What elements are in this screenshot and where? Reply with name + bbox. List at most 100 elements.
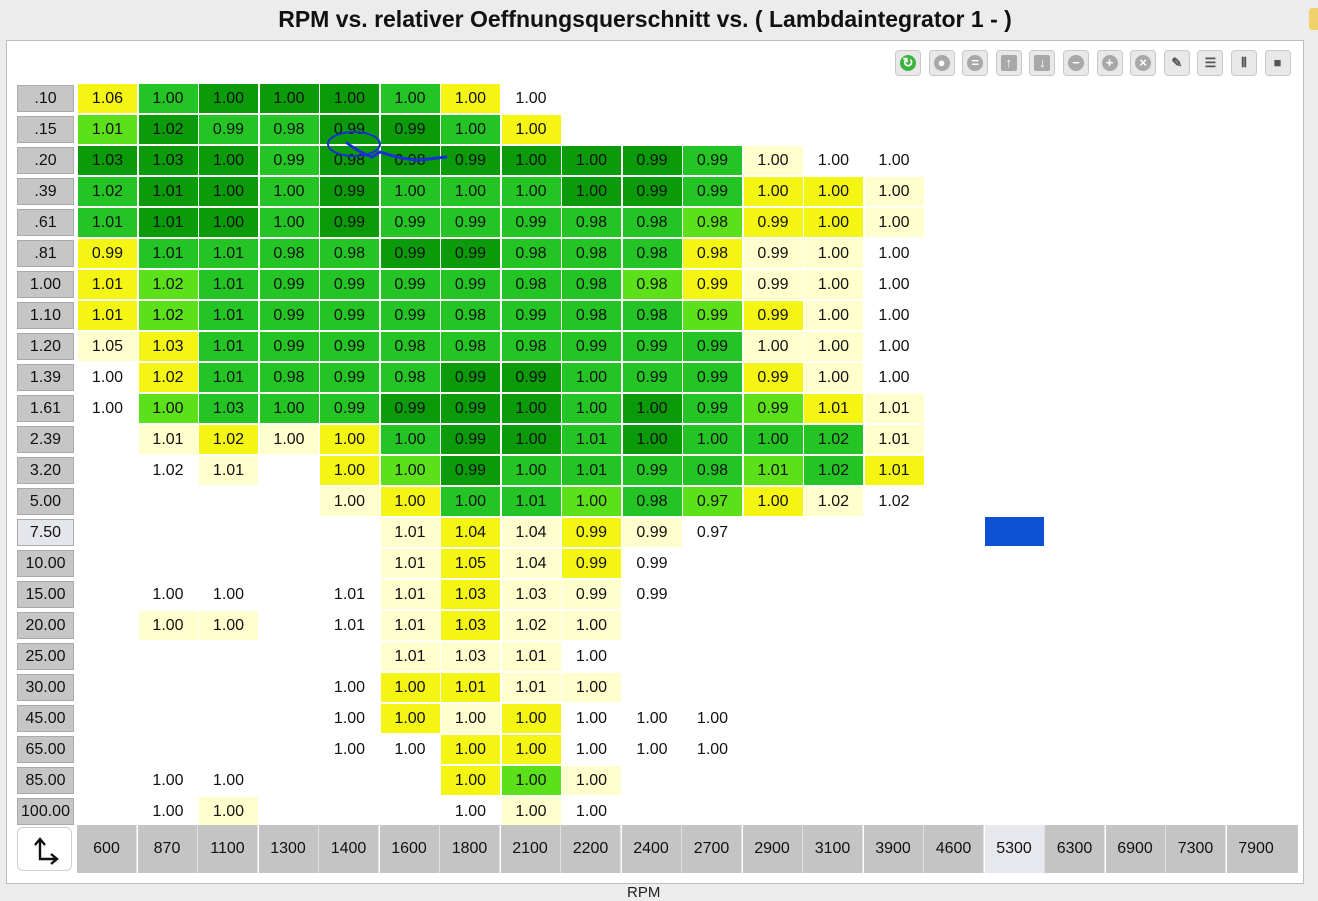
table-cell[interactable]: 1.00 <box>803 145 864 176</box>
table-cell[interactable]: 1.00 <box>440 734 501 765</box>
table-cell[interactable]: 1.00 <box>803 331 864 362</box>
table-cell[interactable]: 0.99 <box>319 300 380 331</box>
bookmark-button[interactable]: ● <box>928 50 955 76</box>
table-cell[interactable]: 1.01 <box>198 238 259 269</box>
table-cell[interactable]: 1.00 <box>621 703 683 734</box>
table-cell[interactable]: 0.98 <box>379 331 441 362</box>
table-cell[interactable]: 1.00 <box>561 145 622 176</box>
table-cell[interactable]: 0.99 <box>500 300 562 331</box>
table-cell[interactable]: 1.00 <box>500 765 562 796</box>
row-header[interactable]: 1.00 <box>17 271 74 298</box>
table-cell[interactable]: 1.04 <box>440 517 501 548</box>
table-cell[interactable]: 1.01 <box>77 269 138 300</box>
table-cell[interactable]: 1.01 <box>198 455 259 486</box>
table-cell[interactable]: 0.99 <box>440 455 501 486</box>
column-header[interactable]: 870 <box>137 825 198 873</box>
table-cell[interactable]: 1.00 <box>863 145 925 176</box>
table-cell[interactable]: 1.00 <box>258 176 320 207</box>
table-cell[interactable]: 1.00 <box>77 393 138 424</box>
column-header[interactable]: 2100 <box>500 825 561 873</box>
table-cell[interactable]: 1.00 <box>258 424 320 455</box>
table-cell[interactable]: 1.01 <box>77 114 138 145</box>
table-cell[interactable]: 1.00 <box>500 424 562 455</box>
table-cell[interactable]: 1.00 <box>379 83 441 114</box>
table-cell[interactable]: 0.99 <box>440 424 501 455</box>
table-cell[interactable]: 0.98 <box>621 486 683 517</box>
table-cell[interactable]: 0.98 <box>621 269 683 300</box>
table-cell[interactable]: 0.99 <box>379 114 441 145</box>
table-cell[interactable]: 0.99 <box>440 362 501 393</box>
column-header[interactable]: 3100 <box>803 825 863 873</box>
table-cell[interactable]: 0.98 <box>621 207 683 238</box>
table-cell[interactable]: 0.98 <box>500 238 562 269</box>
table-cell[interactable]: 1.01 <box>137 207 199 238</box>
table-cell[interactable]: 1.01 <box>440 672 501 703</box>
arrow-up-button[interactable]: ↑ <box>995 50 1022 76</box>
table-cell[interactable]: 1.00 <box>258 393 320 424</box>
table-cell[interactable]: 1.00 <box>258 207 320 238</box>
table-cell[interactable]: 1.00 <box>621 734 683 765</box>
table-cell[interactable]: 0.98 <box>440 331 501 362</box>
table-cell[interactable]: 0.98 <box>682 207 743 238</box>
row-header[interactable]: 100.00 <box>17 798 74 825</box>
table-cell[interactable]: 1.02 <box>803 455 864 486</box>
table-cell[interactable]: 0.99 <box>621 455 683 486</box>
table-cell[interactable]: 1.00 <box>621 393 683 424</box>
table-cell[interactable]: 1.03 <box>500 579 562 610</box>
table-cell[interactable]: 0.99 <box>319 114 380 145</box>
column-header[interactable]: 2200 <box>561 825 621 873</box>
table-cell[interactable]: 1.00 <box>561 362 622 393</box>
table-cell[interactable]: 1.06 <box>77 83 138 114</box>
column-header[interactable]: 6900 <box>1105 825 1166 873</box>
table-cell[interactable]: 1.00 <box>500 703 562 734</box>
table-cell[interactable]: 0.98 <box>561 238 622 269</box>
table-cell[interactable]: 1.01 <box>319 579 380 610</box>
table-cell[interactable]: 1.01 <box>500 641 562 672</box>
table-cell[interactable]: 0.98 <box>682 238 743 269</box>
table-cell[interactable]: 0.99 <box>258 145 320 176</box>
table-cell[interactable]: 0.99 <box>319 269 380 300</box>
row-header[interactable]: 1.61 <box>17 395 74 422</box>
table-cell[interactable]: 1.00 <box>440 486 501 517</box>
table-cell[interactable]: 1.00 <box>742 424 804 455</box>
multiply-button[interactable]: × <box>1130 50 1157 76</box>
table-cell[interactable]: 0.98 <box>682 455 743 486</box>
table-cell[interactable]: 1.03 <box>440 579 501 610</box>
table-cell[interactable]: 0.98 <box>379 145 441 176</box>
table-cell[interactable]: 1.05 <box>77 331 138 362</box>
table-cell[interactable]: 1.00 <box>319 672 380 703</box>
table-cell[interactable]: 1.00 <box>561 734 622 765</box>
table-cell[interactable]: 1.00 <box>137 610 199 641</box>
table-cell[interactable]: 1.00 <box>319 734 380 765</box>
table-cell[interactable]: 1.01 <box>198 331 259 362</box>
table-cell[interactable]: 1.00 <box>500 114 562 145</box>
table-cell[interactable]: 0.98 <box>621 238 683 269</box>
table-cell[interactable]: 1.01 <box>137 424 199 455</box>
table-cell[interactable]: 0.99 <box>682 362 743 393</box>
table-cell[interactable]: 1.00 <box>198 579 259 610</box>
table-cell[interactable]: 0.99 <box>742 238 804 269</box>
row-header[interactable]: 5.00 <box>17 488 74 515</box>
table-cell[interactable]: 1.00 <box>561 610 622 641</box>
column-header[interactable]: 3900 <box>863 825 924 873</box>
table-cell[interactable]: 1.00 <box>803 238 864 269</box>
table-cell[interactable]: 1.01 <box>137 176 199 207</box>
table-cell[interactable]: 0.98 <box>561 300 622 331</box>
row-header[interactable]: 45.00 <box>17 705 74 732</box>
table-cell[interactable]: 1.00 <box>561 641 622 672</box>
column-header[interactable]: 1600 <box>379 825 440 873</box>
table-cell[interactable]: 1.02 <box>803 424 864 455</box>
table-cell[interactable]: 1.01 <box>742 455 804 486</box>
table-cell[interactable]: 0.99 <box>742 300 804 331</box>
row-header[interactable]: 3.20 <box>17 457 74 484</box>
row-header[interactable]: 2.39 <box>17 426 74 453</box>
table-cell[interactable]: 1.00 <box>742 331 804 362</box>
table-cell[interactable]: 1.00 <box>379 486 441 517</box>
table-cell[interactable]: 0.99 <box>319 362 380 393</box>
table-cell[interactable]: 0.99 <box>319 393 380 424</box>
table-cell[interactable]: 0.99 <box>379 207 441 238</box>
table-cell[interactable]: 0.99 <box>561 517 622 548</box>
table-cell[interactable]: 1.00 <box>379 672 441 703</box>
table-cell[interactable]: 1.03 <box>77 145 138 176</box>
table-cell[interactable]: 0.97 <box>682 486 743 517</box>
